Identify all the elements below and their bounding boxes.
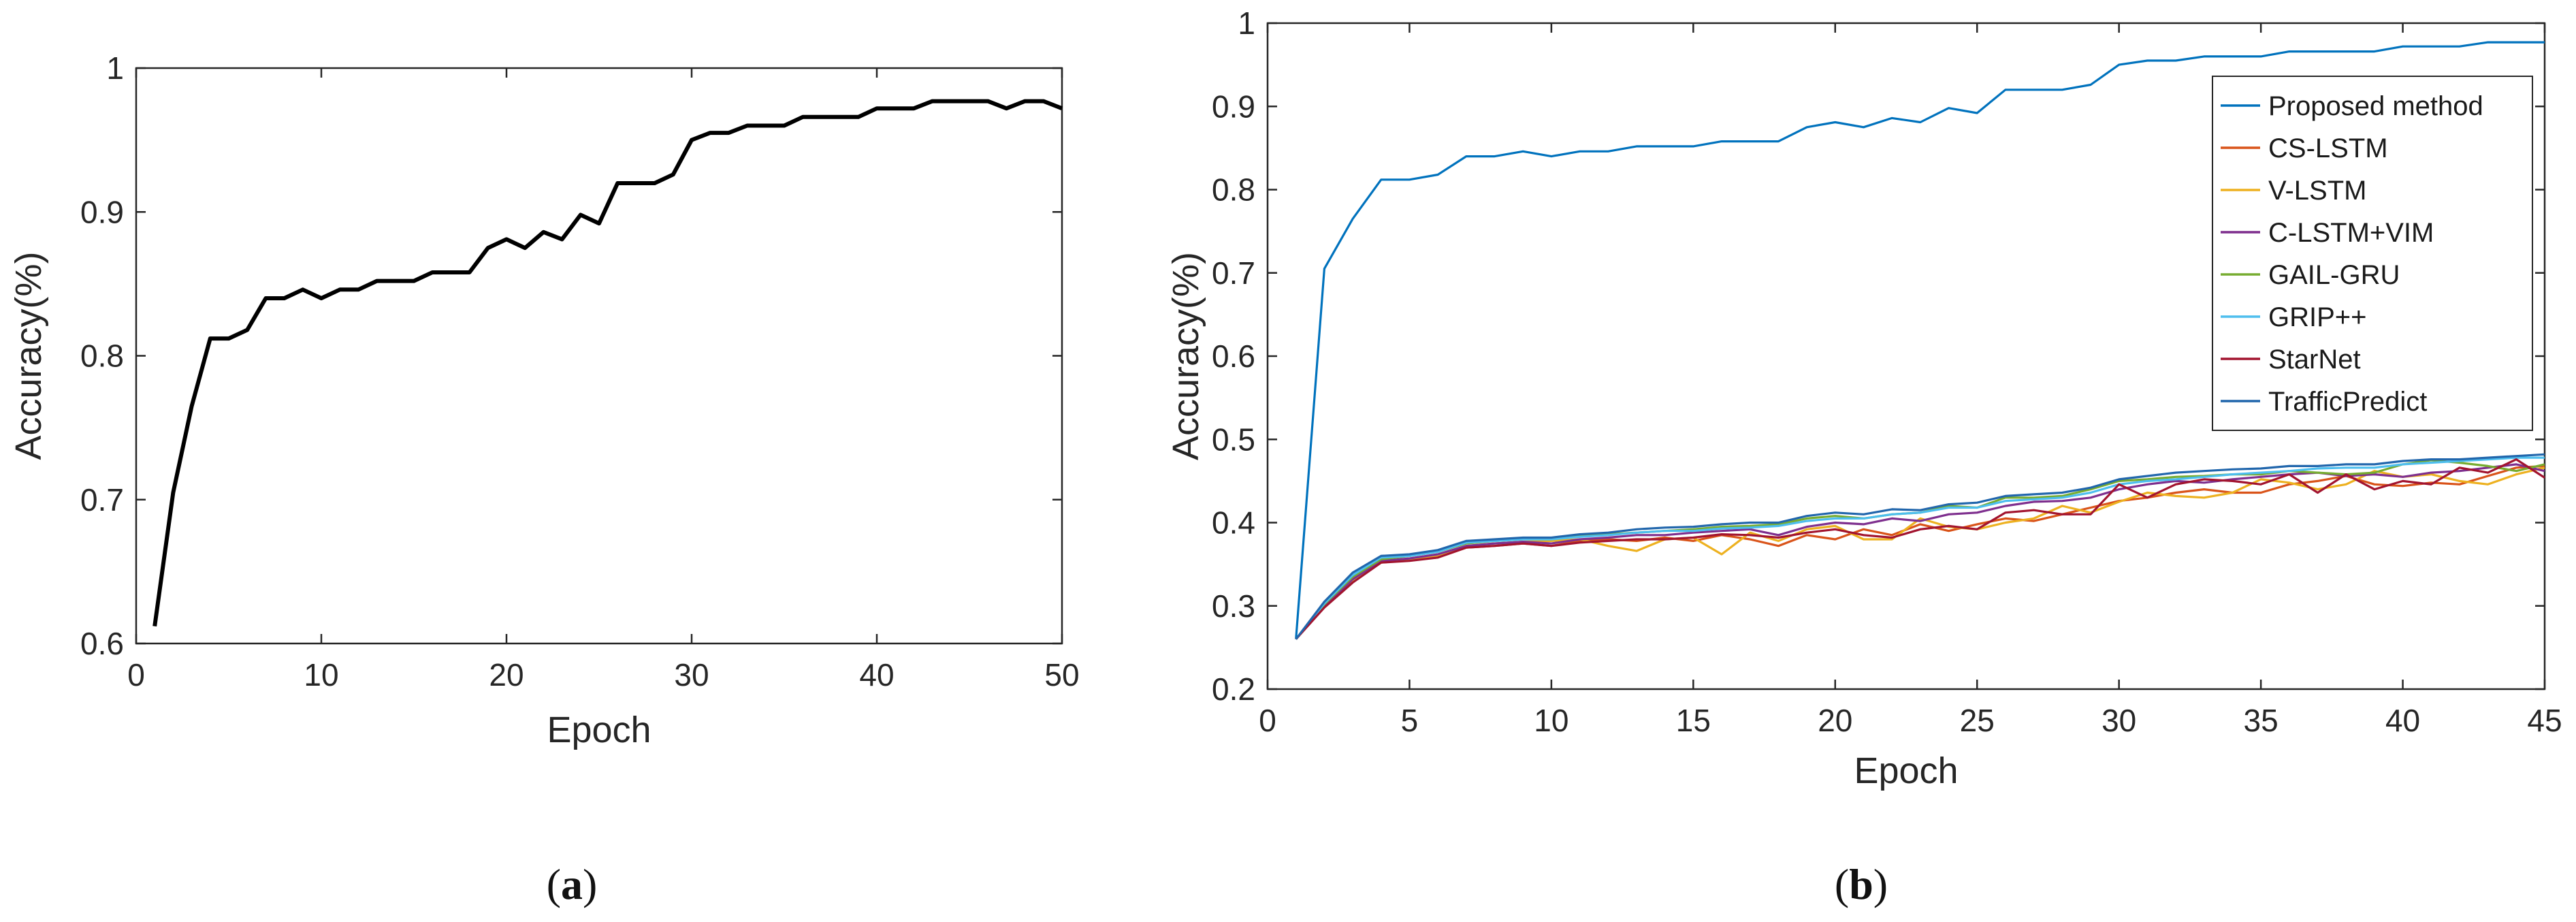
x-tick-label: 45	[2527, 703, 2562, 738]
y-tick-label: 0.9	[1212, 89, 1255, 124]
panel-label-open: (	[547, 860, 561, 908]
y-tick-label: 0.4	[1212, 505, 1255, 541]
legend-entry: GAIL-GRU	[2268, 260, 2400, 290]
y-tick-label: 0.9	[80, 194, 124, 229]
legend-entry: Proposed method	[2268, 91, 2483, 121]
x-tick-label: 50	[1044, 657, 1079, 693]
series-line-v-lstm	[1295, 466, 2545, 640]
panel-label-letter: a	[561, 860, 583, 908]
x-tick-label: 40	[2385, 703, 2420, 738]
legend-box	[2212, 76, 2533, 431]
series-line-cs-lstm	[1295, 464, 2545, 640]
series-line-gail-gru	[1295, 459, 2545, 640]
y-tick-label: 0.8	[1212, 172, 1255, 208]
panel-label-open: (	[1835, 860, 1849, 908]
y-tick-label: 0.6	[1212, 338, 1255, 374]
x-tick-label: 5	[1401, 703, 1419, 738]
panel-label: (a)	[547, 860, 598, 908]
x-tick-label: 0	[1259, 703, 1276, 738]
panel-label-close: )	[583, 860, 597, 908]
x-tick-label: 20	[1818, 703, 1852, 738]
y-tick-label: 1	[106, 50, 124, 86]
y-tick-label: 0.8	[80, 338, 124, 374]
panel-label-letter: b	[1849, 860, 1873, 908]
x-tick-label: 30	[2102, 703, 2136, 738]
panel-label-close: )	[1873, 860, 1888, 908]
legend-entry: StarNet	[2268, 345, 2361, 375]
chart-panel-a: 0 10 20 30 40 50 0.6 0.7 0.8 0.9 1 Epoch Accuracy(%)…	[8, 50, 1080, 908]
series-line	[152, 99, 1063, 627]
series-line-c-lstm-vim	[1295, 463, 2545, 640]
series-line-trafficpredict	[1295, 453, 2545, 640]
y-tick-label: 0.7	[80, 482, 124, 518]
y-tick-label: 1	[1238, 5, 1255, 41]
legend-entry: CS-LSTM	[2268, 133, 2388, 163]
x-axis-label: Epoch	[547, 710, 651, 750]
chart-panel-b: 0 5 10 15 20 25 30 35 40 45 0.2 0.3 0.4 0.5 0.6 0.7 0.8 0…	[1165, 5, 2562, 908]
x-tick-label: 10	[304, 657, 338, 693]
x-tick-label: 40	[859, 657, 894, 693]
panel-label: (b)	[1835, 860, 1888, 908]
series-line-starnet	[1295, 458, 2545, 640]
series-line-proposed-method	[1295, 41, 2545, 639]
y-axis-label: Accuracy(%)	[8, 251, 49, 460]
x-tick-label: 25	[1960, 703, 1995, 738]
legend-entry: C-LSTM+VIM	[2268, 218, 2434, 248]
x-tick-label: 35	[2244, 703, 2279, 738]
y-tick-label: 0.3	[1212, 588, 1255, 624]
y-tick-label: 0.2	[1212, 671, 1255, 707]
x-tick-label: 15	[1676, 703, 1711, 738]
y-axis-label: Accuracy(%)	[1165, 252, 1206, 460]
axes-box	[135, 67, 1063, 645]
x-tick-label: 0	[127, 657, 145, 693]
legend: Proposed method CS-LSTM V-LSTM C-LSTM+VIM GA…	[2212, 76, 2533, 431]
legend-entry: V-LSTM	[2268, 176, 2366, 206]
y-tick-label: 0.6	[80, 626, 124, 661]
series-line-grip	[1295, 456, 2545, 640]
x-tick-label: 20	[489, 657, 524, 693]
x-axis-label: Epoch	[1854, 750, 1958, 791]
y-tick-label: 0.5	[1212, 422, 1255, 457]
legend-entry: GRIP++	[2268, 302, 2367, 332]
x-tick-label: 10	[1534, 703, 1568, 738]
x-tick-label: 30	[674, 657, 709, 693]
legend-entry: TrafficPredict	[2268, 387, 2427, 417]
y-tick-label: 0.7	[1212, 255, 1255, 291]
